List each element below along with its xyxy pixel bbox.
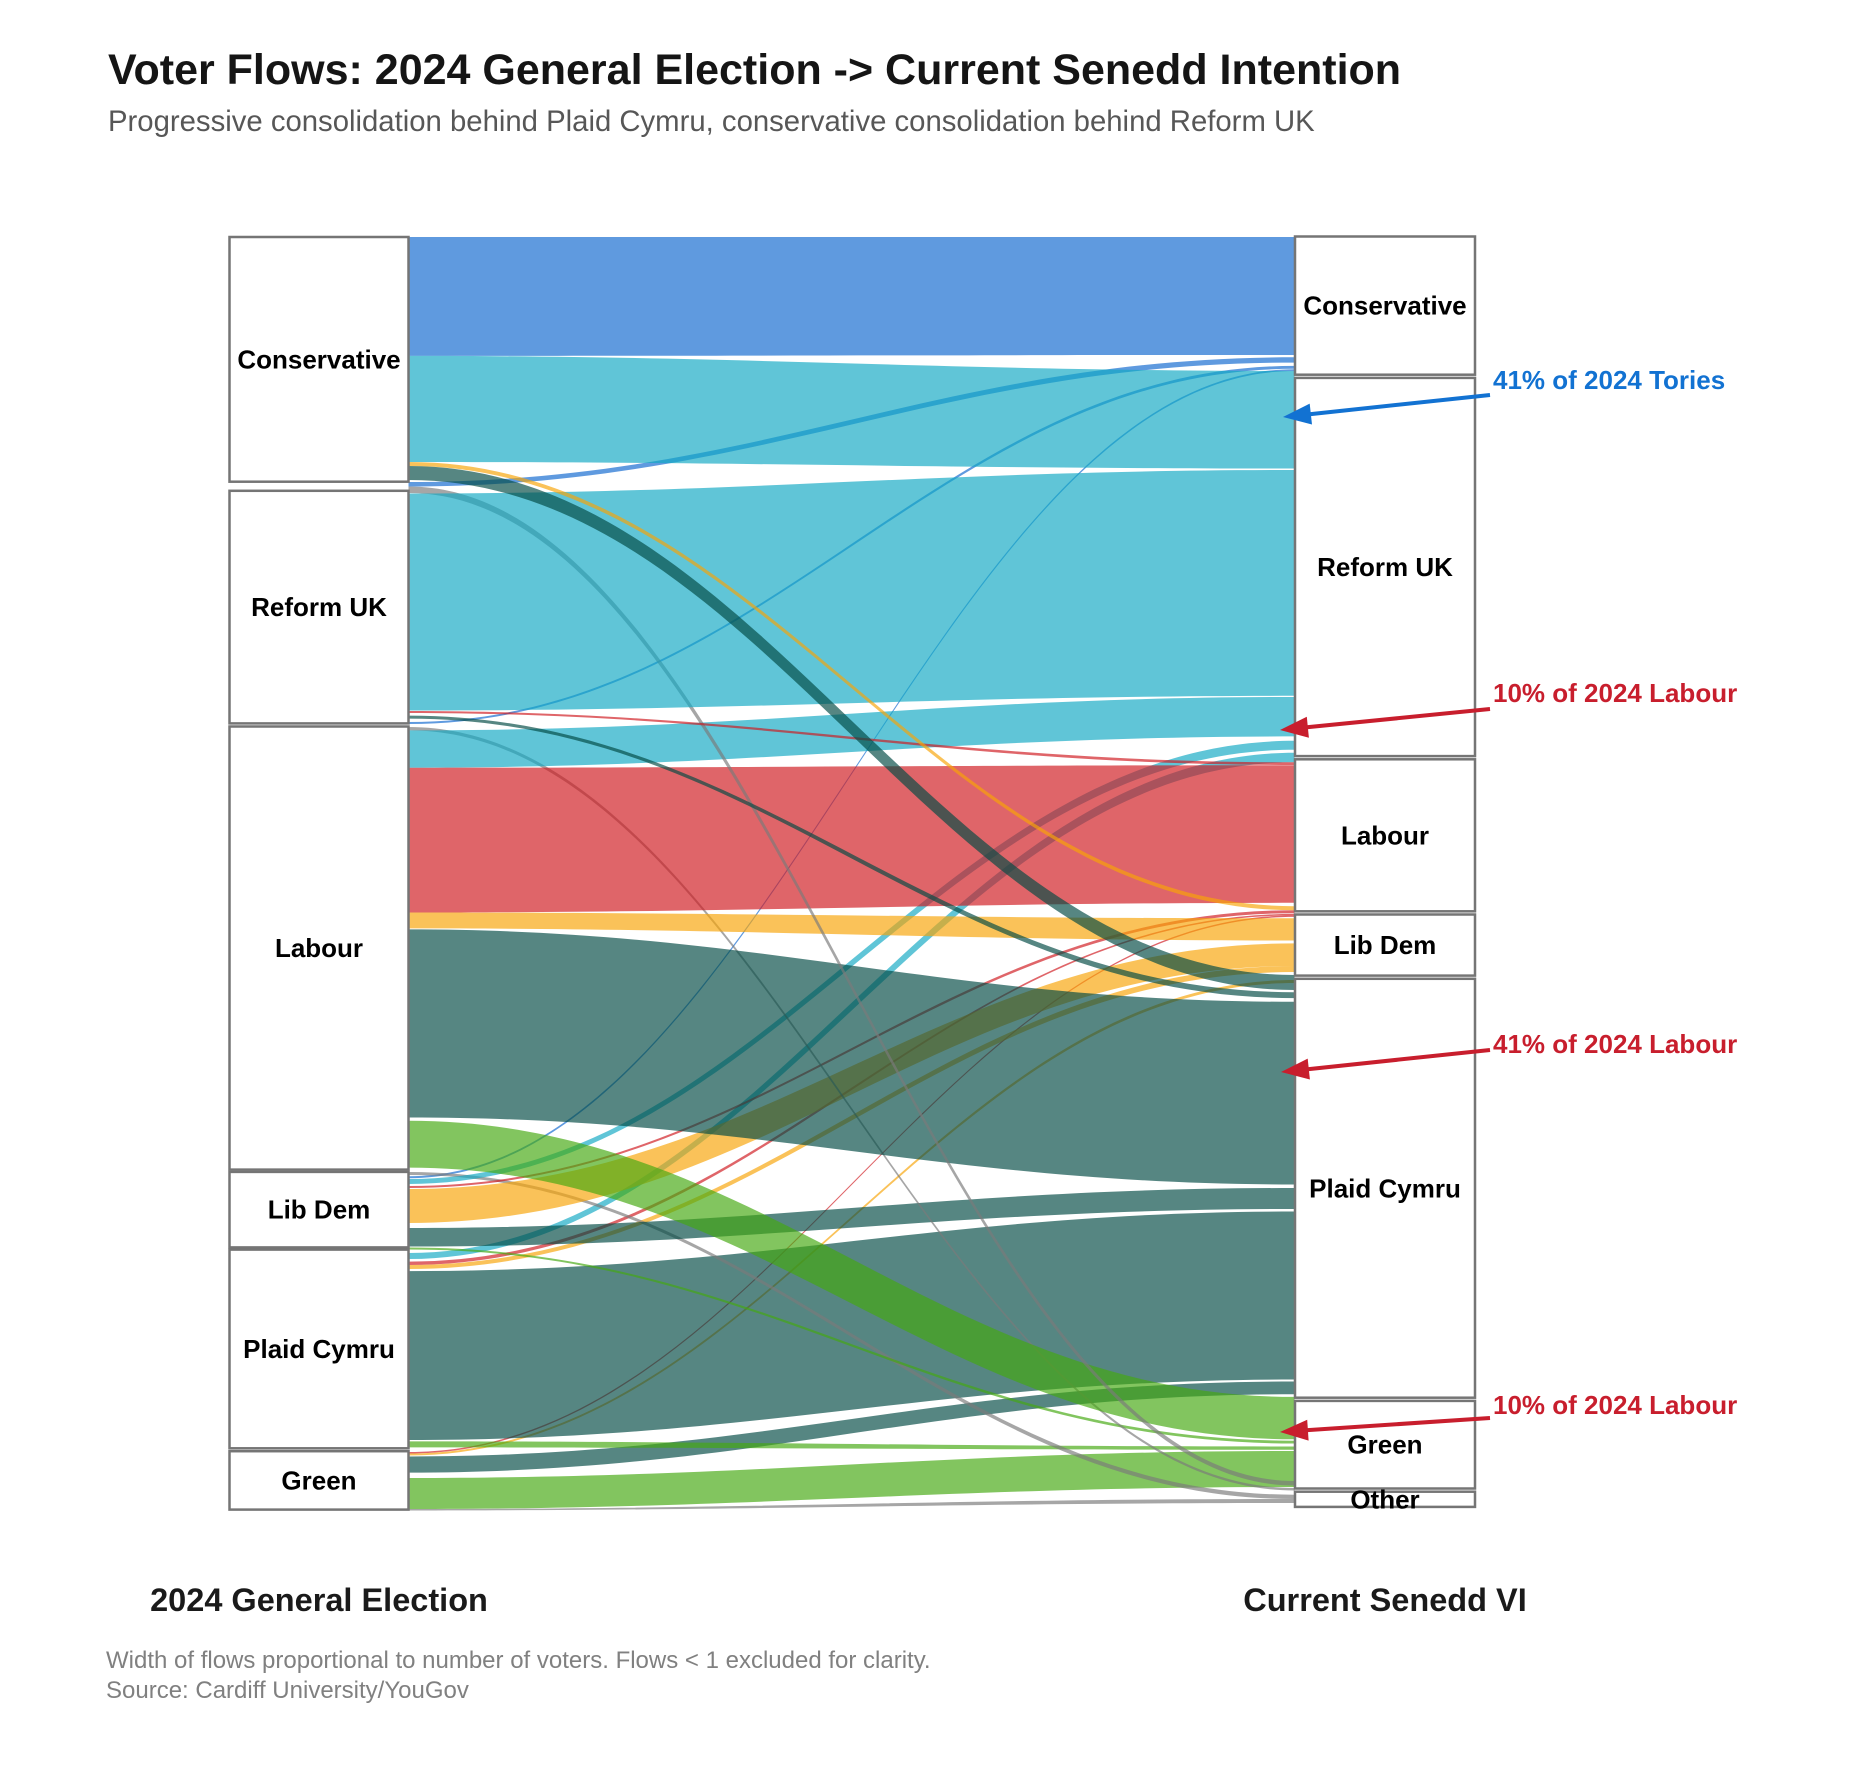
svg-text:Plaid Cymru: Plaid Cymru: [243, 1334, 395, 1364]
svg-text:Conservative: Conservative: [1303, 291, 1466, 321]
svg-text:Current Senedd VI: Current Senedd VI: [1243, 1582, 1527, 1618]
svg-text:Reform UK: Reform UK: [1317, 552, 1453, 582]
svg-text:Other: Other: [1350, 1484, 1419, 1514]
svg-text:2024 General Election: 2024 General Election: [150, 1582, 488, 1618]
svg-text:41% of 2024 Labour: 41% of 2024 Labour: [1493, 1029, 1737, 1059]
svg-text:Labour: Labour: [275, 933, 363, 963]
svg-text:Lib Dem: Lib Dem: [268, 1195, 371, 1225]
svg-text:Lib Dem: Lib Dem: [1334, 930, 1437, 960]
svg-text:Conservative: Conservative: [237, 344, 400, 374]
svg-text:Source: Cardiff University/You: Source: Cardiff University/YouGov: [106, 1677, 469, 1704]
svg-text:Progressive consolidation behi: Progressive consolidation behind Plaid C…: [108, 105, 1315, 138]
svg-text:Labour: Labour: [1341, 820, 1429, 850]
svg-text:Green: Green: [281, 1465, 356, 1495]
svg-text:Width of flows proportional to: Width of flows proportional to number of…: [106, 1647, 931, 1674]
svg-text:Voter Flows: 2024 General Elec: Voter Flows: 2024 General Election -> Cu…: [108, 46, 1401, 94]
svg-text:10% of 2024 Labour: 10% of 2024 Labour: [1493, 1390, 1737, 1420]
svg-text:41% of 2024 Tories: 41% of 2024 Tories: [1493, 365, 1725, 395]
svg-text:10% of 2024 Labour: 10% of 2024 Labour: [1493, 678, 1737, 708]
svg-text:Plaid Cymru: Plaid Cymru: [1309, 1173, 1461, 1203]
svg-text:Green: Green: [1347, 1430, 1422, 1460]
svg-text:Reform UK: Reform UK: [251, 592, 387, 622]
